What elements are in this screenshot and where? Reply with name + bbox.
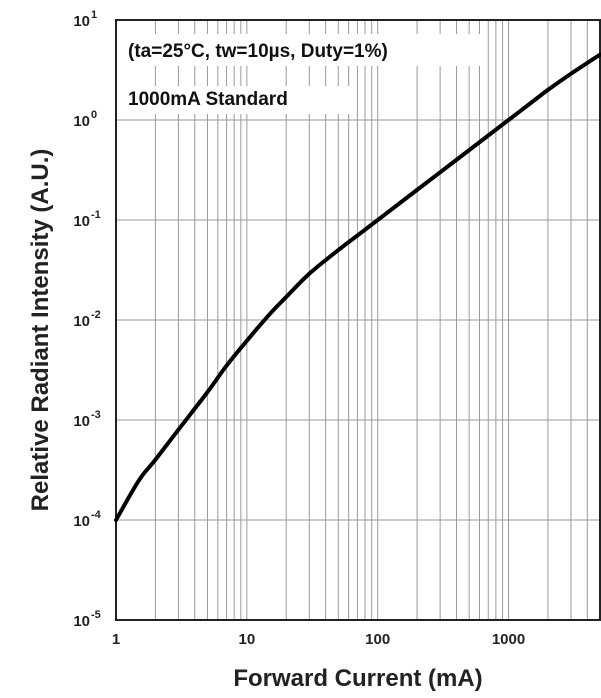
y-tick-label: 10 -4 <box>73 509 101 530</box>
x-tick-label: 1 <box>112 631 120 648</box>
series-line <box>114 52 601 522</box>
y-tick-base: 10 <box>73 313 90 330</box>
y-tick-exponent: -5 <box>91 609 101 621</box>
y-tick-label: 10 1 <box>73 9 97 30</box>
y-tick-exponent: -1 <box>91 209 101 221</box>
y-tick-exponent: 1 <box>91 9 97 21</box>
y-tick-base: 10 <box>73 113 90 130</box>
y-tick-label: 10 -2 <box>73 309 100 330</box>
annotation-text: (ta=25°C, tw=10µs, Duty=1%) <box>128 41 388 62</box>
x-tick-label: 10 <box>239 631 256 648</box>
y-tick-label: 10 -3 <box>73 409 100 430</box>
y-tick-label: 10 -5 <box>73 609 100 630</box>
x-tick-label: 1000 <box>492 631 525 648</box>
annotation-background <box>124 86 356 114</box>
x-axis-title: Forward Current (mA) <box>233 665 482 692</box>
annotation-text: 1000mA Standard <box>128 89 288 110</box>
y-tick-base: 10 <box>73 13 90 30</box>
annotation-background <box>124 34 484 66</box>
grid <box>116 20 601 620</box>
y-tick-base: 10 <box>73 413 90 430</box>
plot-frame <box>115 19 601 621</box>
y-tick-base: 10 <box>73 613 90 630</box>
x-tick-label: 100 <box>365 631 390 648</box>
y-tick-label: 10 0 <box>73 109 97 130</box>
y-tick-label: 10 -1 <box>73 209 100 230</box>
y-tick-exponent: -4 <box>91 509 102 521</box>
annotations: (ta=25°C, tw=10µs, Duty=1%) 1000mA Standa… <box>124 34 484 114</box>
series-layer <box>114 52 601 522</box>
y-tick-exponent: -2 <box>91 309 101 321</box>
y-axis-title: Relative Radiant Intensity (A.U.) <box>27 149 54 512</box>
y-tick-base: 10 <box>73 513 90 530</box>
y-tick-exponent: -3 <box>91 409 101 421</box>
y-tick-base: 10 <box>73 213 90 230</box>
x-tick-labels: 1 10 100 1000 <box>112 631 525 648</box>
y-tick-exponent: 0 <box>91 109 97 121</box>
